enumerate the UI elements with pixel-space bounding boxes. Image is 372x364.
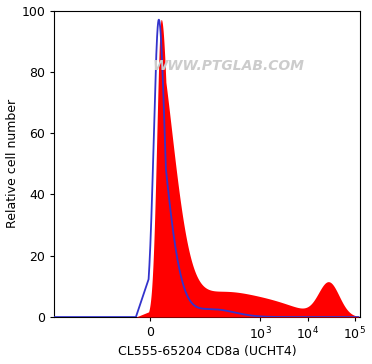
X-axis label: CL555-65204 CD8a (UCHT4): CL555-65204 CD8a (UCHT4) xyxy=(118,345,296,359)
Y-axis label: Relative cell number: Relative cell number xyxy=(6,99,19,228)
Text: WWW.PTGLAB.COM: WWW.PTGLAB.COM xyxy=(153,59,305,73)
